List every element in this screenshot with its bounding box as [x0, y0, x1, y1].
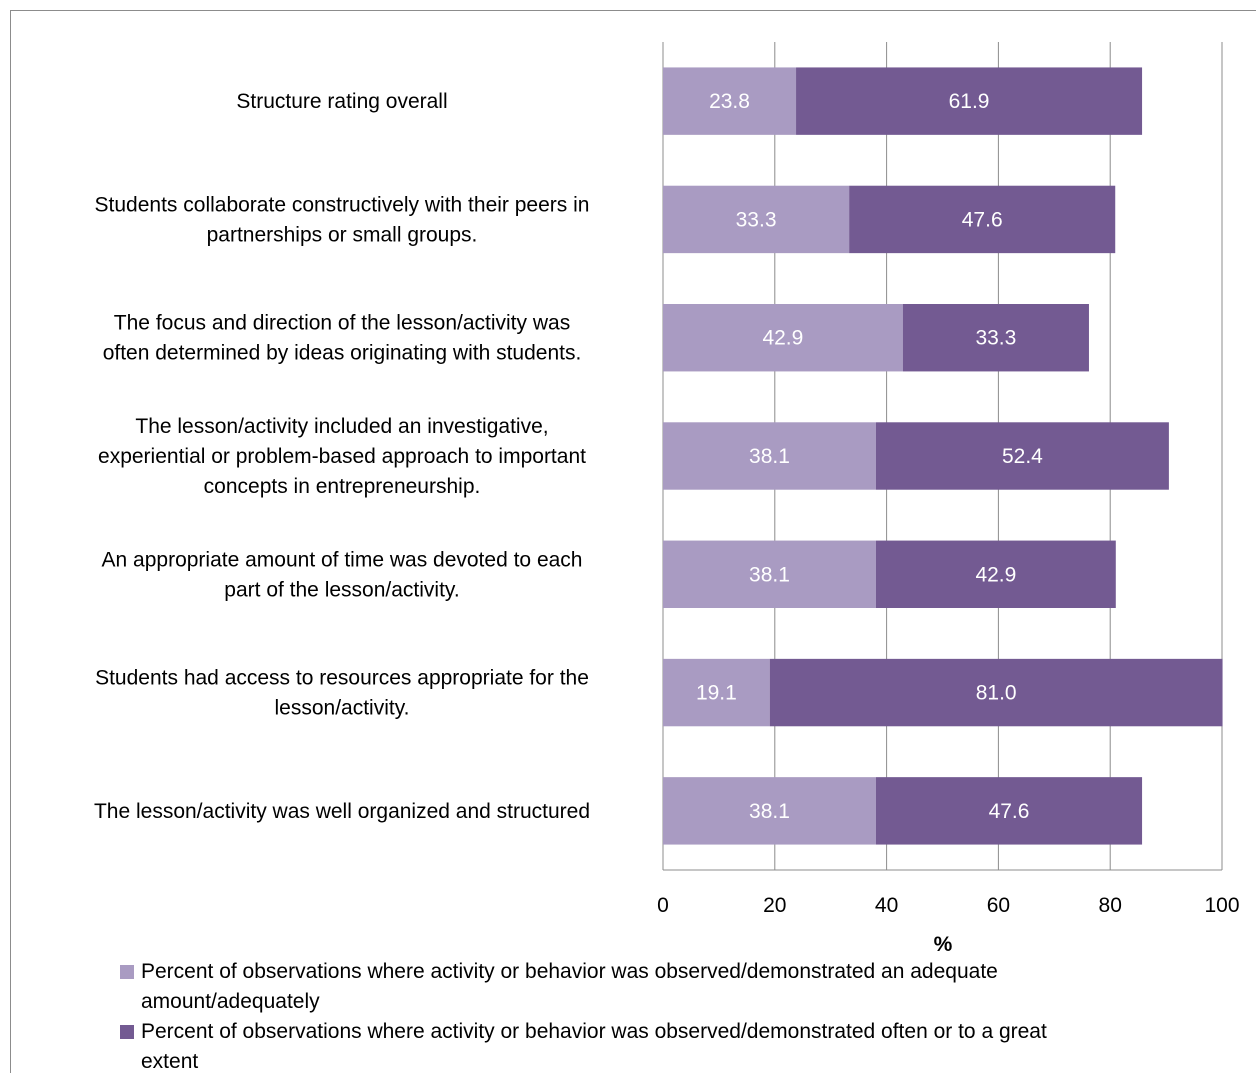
x-tick-label: 0 — [657, 894, 669, 917]
bars — [663, 67, 1223, 844]
x-tick-label: 20 — [763, 894, 786, 917]
category-label: The lesson/activity included an investig… — [98, 415, 586, 498]
category-label: Students had access to resources appropr… — [95, 667, 589, 720]
legend-label-line: amount/adequately — [141, 990, 320, 1013]
category-label: The focus and direction of the lesson/ac… — [103, 312, 582, 365]
data-label: 81.0 — [976, 682, 1017, 705]
legend-label-line: extent — [141, 1050, 198, 1073]
x-tick-label: 100 — [1204, 894, 1239, 917]
data-label: 52.4 — [1002, 445, 1043, 468]
x-tick-labels: 0 20 40 60 80 100 — [657, 894, 1239, 917]
x-axis-title: % — [934, 933, 953, 956]
data-label: 33.3 — [975, 327, 1016, 350]
data-label: 61.9 — [949, 90, 990, 113]
category-label: The lesson/activity was well organized a… — [94, 800, 590, 823]
category-label: An appropriate amount of time was devote… — [102, 548, 583, 601]
data-label: 19.1 — [696, 682, 737, 705]
bar-chart: 23.8 61.9 33.3 47.6 42.9 33.3 38.1 52.4 38.1 42.9… — [0, 0, 1257, 960]
legend-label-adequate: Percent of observations where activity o… — [141, 957, 1231, 1017]
data-label: 38.1 — [749, 445, 790, 468]
x-tick-label: 40 — [875, 894, 898, 917]
legend-swatch-often — [120, 1025, 134, 1039]
data-label: 47.6 — [962, 208, 1003, 231]
x-tick-label: 60 — [987, 894, 1010, 917]
legend-label-often: Percent of observations where activity o… — [141, 1017, 1231, 1077]
data-label: 33.3 — [736, 208, 777, 231]
category-label: Students collaborate constructively with… — [95, 193, 590, 246]
legend-swatch-adequate — [120, 965, 134, 979]
data-label: 42.9 — [975, 563, 1016, 586]
data-label: 47.6 — [989, 800, 1030, 823]
data-label: 38.1 — [749, 800, 790, 823]
legend-label-line: Percent of observations where activity o… — [141, 1020, 1047, 1043]
category-label: Structure rating overall — [236, 90, 447, 113]
legend-label-line: Percent of observations where activity o… — [141, 960, 998, 983]
data-label: 38.1 — [749, 563, 790, 586]
x-tick-label: 80 — [1099, 894, 1122, 917]
data-label: 42.9 — [762, 327, 803, 350]
data-label: 23.8 — [709, 90, 750, 113]
category-labels: Structure rating overall Students collabo… — [94, 90, 590, 823]
